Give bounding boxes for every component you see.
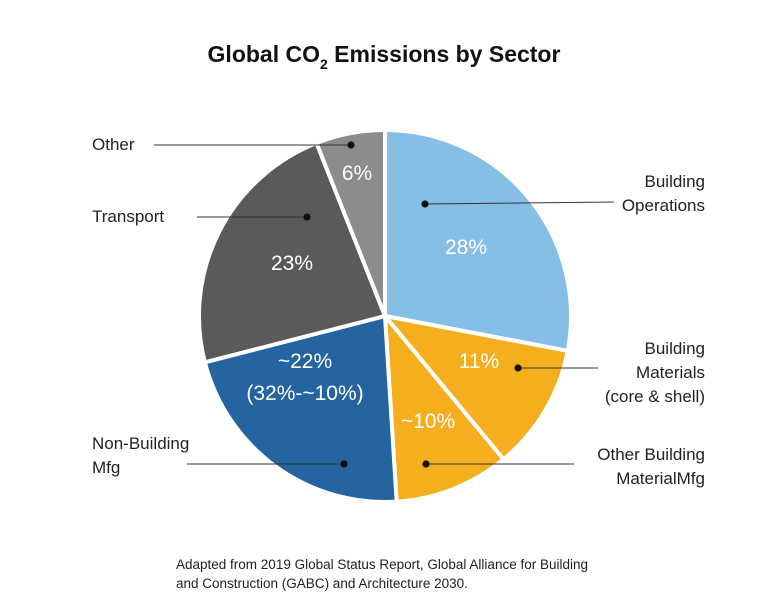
slice-label-line: MaterialMfg xyxy=(616,469,705,488)
slice-label-line: Building xyxy=(645,339,706,358)
slice-label-other: Other xyxy=(92,135,135,154)
slice-transport xyxy=(197,141,387,365)
leader-dot-transport xyxy=(303,213,311,221)
slice-non-building-mfg xyxy=(202,314,399,504)
slice-label-line: Other xyxy=(92,135,135,154)
slice-label-building-materials-core-shell: Building Materials (core & shell) xyxy=(605,339,705,406)
slice-label-line: Materials xyxy=(636,363,705,382)
source-line-2: and Construction (GABC) and Architecture… xyxy=(176,576,468,591)
slice-label-building-operations: Building Operations xyxy=(622,172,705,215)
leader-lines xyxy=(154,141,615,468)
slice-label-line: Non-Building xyxy=(92,434,189,453)
slice-label-non-building-mfg: Non-Building Mfg xyxy=(92,434,189,477)
leader-dot-building-materials-core-shell xyxy=(514,364,522,372)
slice-labels: 28% Building Operations 11% Building Material… xyxy=(92,135,705,488)
slice-label-line: Mfg xyxy=(92,458,120,477)
slice-value-line: 23% xyxy=(271,252,313,275)
leader-dot-other-building-materialmfg xyxy=(422,460,430,468)
slice-value-transport: 23% xyxy=(271,252,313,275)
slice-label-line: Transport xyxy=(92,207,164,226)
slice-label-line: Building xyxy=(645,172,706,191)
chart-title: Global CO2 Emissions by Sector xyxy=(208,41,561,72)
leader-dot-non-building-mfg xyxy=(340,460,348,468)
slice-value-other: 6% xyxy=(342,162,372,185)
slice-label-line: (core & shell) xyxy=(605,387,705,406)
slice-value-building-operations: 28% xyxy=(445,236,487,259)
slice-value-non-building-mfg: ~22% (32%-~10%) xyxy=(246,350,363,405)
leader-dot-building-operations xyxy=(421,200,429,208)
leader-dot-other xyxy=(347,141,355,149)
pie-slices xyxy=(197,128,573,504)
slice-value-line: 28% xyxy=(445,236,487,259)
slice-label-line: Other Building xyxy=(597,445,705,464)
slice-building-operations xyxy=(383,128,573,353)
source-note: Adapted from 2019 Global Status Report, … xyxy=(176,557,592,591)
slice-label-line: Operations xyxy=(622,196,705,215)
slice-value-other-building-materialmfg: ~10% xyxy=(401,410,455,433)
slice-other-building-materialmfg xyxy=(383,314,506,504)
slice-building-materials-core-shell xyxy=(383,314,570,462)
slice-label-transport: Transport xyxy=(92,207,164,226)
slice-label-other-building-materialmfg: Other Building MaterialMfg xyxy=(597,445,705,488)
slice-value-line: ~22% xyxy=(278,350,332,373)
slice-value-line: 6% xyxy=(342,162,372,185)
slice-value-line: (32%-~10%) xyxy=(246,382,363,405)
slice-value-building-materials-core-shell: 11% xyxy=(459,350,499,373)
slice-value-line: ~10% xyxy=(401,410,455,433)
source-line-1: Adapted from 2019 Global Status Report, … xyxy=(176,557,588,572)
slice-other xyxy=(314,128,387,318)
leader-line-building-operations xyxy=(424,201,615,205)
slice-value-line: 11% xyxy=(459,350,499,373)
